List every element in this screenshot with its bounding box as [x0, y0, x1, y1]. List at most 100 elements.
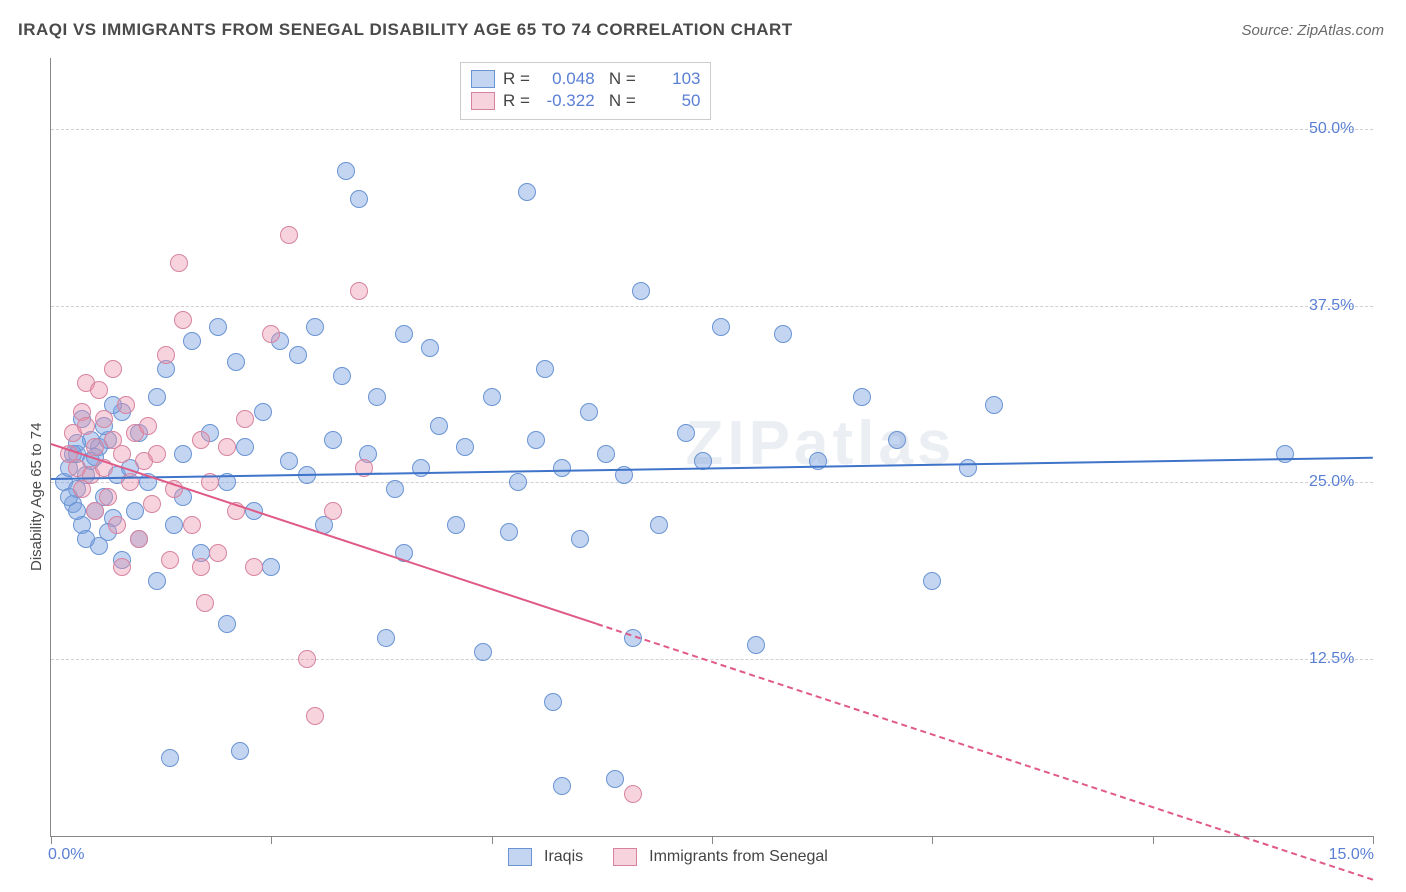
- data-point-iraqis: [430, 417, 448, 435]
- data-point-iraqis: [337, 162, 355, 180]
- data-point-iraqis: [597, 445, 615, 463]
- data-point-iraqis: [231, 742, 249, 760]
- data-point-iraqis: [165, 516, 183, 534]
- legend-series-label: Iraqis: [544, 848, 583, 866]
- data-point-iraqis: [580, 403, 598, 421]
- data-point-iraqis: [985, 396, 1003, 414]
- data-point-senegal: [108, 516, 126, 534]
- data-point-senegal: [624, 785, 642, 803]
- data-point-iraqis: [509, 473, 527, 491]
- data-point-iraqis: [183, 332, 201, 350]
- data-point-senegal: [280, 226, 298, 244]
- data-point-senegal: [324, 502, 342, 520]
- data-point-iraqis: [377, 629, 395, 647]
- data-point-iraqis: [959, 459, 977, 477]
- data-point-iraqis: [148, 388, 166, 406]
- gridline: [51, 129, 1373, 130]
- data-point-iraqis: [500, 523, 518, 541]
- data-point-iraqis: [126, 502, 144, 520]
- legend-swatch: [471, 92, 495, 110]
- data-point-iraqis: [68, 502, 86, 520]
- chart-container: IRAQI VS IMMIGRANTS FROM SENEGAL DISABIL…: [0, 0, 1406, 892]
- data-point-senegal: [86, 502, 104, 520]
- x-tick: [1373, 836, 1374, 844]
- x-tick: [51, 836, 52, 844]
- data-point-iraqis: [368, 388, 386, 406]
- data-point-senegal: [218, 438, 236, 456]
- data-point-iraqis: [174, 445, 192, 463]
- source-label: Source: ZipAtlas.com: [1241, 22, 1384, 39]
- data-point-senegal: [113, 445, 131, 463]
- data-point-iraqis: [518, 183, 536, 201]
- plot-area: ZIPatlas 12.5%25.0%37.5%50.0%: [50, 58, 1373, 837]
- data-point-iraqis: [161, 749, 179, 767]
- data-point-senegal: [192, 431, 210, 449]
- data-point-iraqis: [421, 339, 439, 357]
- data-point-senegal: [236, 410, 254, 428]
- data-point-iraqis: [77, 530, 95, 548]
- data-point-senegal: [90, 381, 108, 399]
- y-axis-label: Disability Age 65 to 74: [28, 423, 45, 571]
- data-point-iraqis: [412, 459, 430, 477]
- data-point-iraqis: [227, 353, 245, 371]
- legend-stats: R = 0.048 N = 103R = -0.322 N = 50: [460, 62, 711, 120]
- data-point-iraqis: [289, 346, 307, 364]
- data-point-senegal: [192, 558, 210, 576]
- legend-series-label: Immigrants from Senegal: [649, 848, 828, 866]
- data-point-iraqis: [553, 777, 571, 795]
- data-point-senegal: [183, 516, 201, 534]
- data-point-senegal: [139, 417, 157, 435]
- data-point-senegal: [99, 488, 117, 506]
- chart-title: IRAQI VS IMMIGRANTS FROM SENEGAL DISABIL…: [18, 20, 793, 40]
- data-point-iraqis: [386, 480, 404, 498]
- data-point-iraqis: [536, 360, 554, 378]
- data-point-iraqis: [888, 431, 906, 449]
- data-point-iraqis: [571, 530, 589, 548]
- legend-stat-row: R = 0.048 N = 103: [471, 69, 700, 89]
- data-point-iraqis: [747, 636, 765, 654]
- data-point-senegal: [174, 311, 192, 329]
- data-point-iraqis: [853, 388, 871, 406]
- data-point-iraqis: [262, 558, 280, 576]
- x-tick: [712, 836, 713, 844]
- data-point-senegal: [306, 707, 324, 725]
- x-label-min: 0.0%: [48, 846, 84, 864]
- data-point-iraqis: [606, 770, 624, 788]
- data-point-iraqis: [306, 318, 324, 336]
- x-tick: [932, 836, 933, 844]
- data-point-senegal: [245, 558, 263, 576]
- gridline: [51, 482, 1373, 483]
- data-point-iraqis: [333, 367, 351, 385]
- legend-swatch: [471, 70, 495, 88]
- data-point-iraqis: [774, 325, 792, 343]
- data-point-senegal: [262, 325, 280, 343]
- trend-line: [597, 623, 1373, 880]
- data-point-iraqis: [447, 516, 465, 534]
- legend-swatch: [508, 848, 532, 866]
- data-point-iraqis: [350, 190, 368, 208]
- legend-series: Iraqis Immigrants from Senegal: [508, 848, 846, 866]
- data-point-iraqis: [209, 318, 227, 336]
- data-point-iraqis: [632, 282, 650, 300]
- data-point-iraqis: [395, 325, 413, 343]
- data-point-senegal: [113, 558, 131, 576]
- data-point-senegal: [350, 282, 368, 300]
- x-tick: [271, 836, 272, 844]
- data-point-iraqis: [324, 431, 342, 449]
- x-tick: [1153, 836, 1154, 844]
- data-point-senegal: [130, 530, 148, 548]
- gridline: [51, 306, 1373, 307]
- data-point-iraqis: [544, 693, 562, 711]
- legend-swatch: [613, 848, 637, 866]
- data-point-senegal: [117, 396, 135, 414]
- data-point-iraqis: [527, 431, 545, 449]
- data-point-iraqis: [553, 459, 571, 477]
- data-point-iraqis: [677, 424, 695, 442]
- data-point-senegal: [148, 445, 166, 463]
- data-point-senegal: [86, 438, 104, 456]
- data-point-senegal: [161, 551, 179, 569]
- data-point-iraqis: [483, 388, 501, 406]
- legend-stat-row: R = -0.322 N = 50: [471, 91, 700, 111]
- data-point-iraqis: [650, 516, 668, 534]
- y-tick-label: 37.5%: [1309, 297, 1354, 315]
